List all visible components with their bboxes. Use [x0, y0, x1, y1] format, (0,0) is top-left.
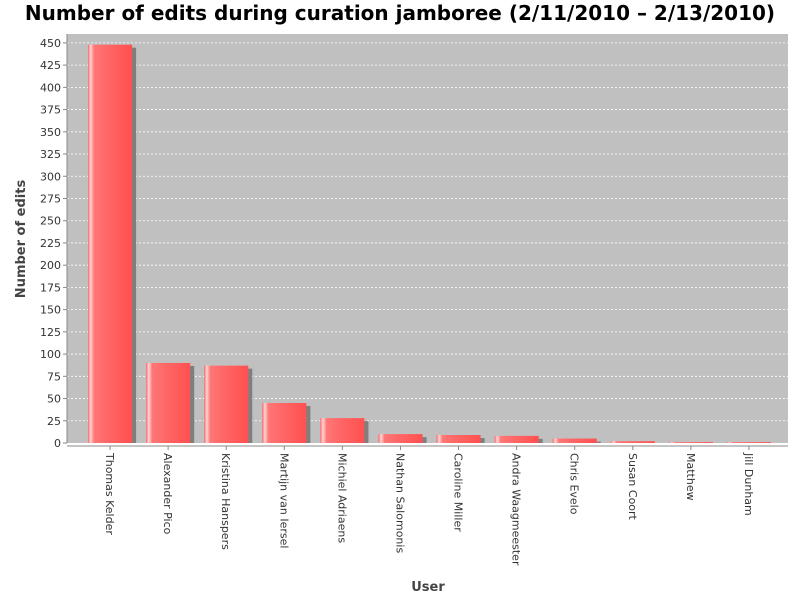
y-tick-label: 275 [40, 192, 61, 205]
x-tick-label: Nathan Salomonis [393, 453, 406, 553]
bar [378, 434, 423, 443]
bar [436, 434, 481, 443]
x-tick-labels: Thomas Kelder Alexander Pico Kristina Hans… [103, 452, 755, 566]
y-tick-label: 200 [40, 259, 61, 272]
y-tick-labels: 0 25 50 75 100 125 150 175 200 225 250 275 300 325 350… [40, 37, 61, 450]
axes [63, 34, 788, 450]
x-tick-label: Thomas Kelder [103, 452, 116, 535]
x-tick-label: Michiel Adriaens [335, 453, 348, 543]
y-tick-label: 375 [40, 104, 61, 117]
y-tick-label: 50 [47, 393, 61, 406]
bar [726, 442, 772, 443]
x-tick-label: Chris Evelo [568, 453, 581, 515]
y-axis-title: Number of edits [14, 180, 29, 299]
y-tick-label: 225 [40, 237, 61, 250]
x-tick-label: Martijn van Iersel [277, 453, 290, 548]
x-tick-label: Susan Coort [626, 453, 639, 521]
y-tick-label: 25 [47, 415, 61, 428]
y-tick-label: 100 [40, 348, 61, 361]
x-tick-label: Andra Waagmeester [510, 453, 523, 566]
bar [494, 435, 539, 443]
bar [552, 438, 597, 443]
y-tick-label: 250 [40, 215, 61, 228]
gridlines [67, 42, 788, 422]
y-tick-label: 300 [40, 170, 61, 183]
bar [668, 442, 713, 443]
chart-title: Number of edits during curation jamboree… [24, 1, 776, 25]
y-tick-label: 400 [40, 81, 61, 94]
y-tick-label: 75 [47, 370, 61, 383]
x-tick-label: Matthew [684, 453, 697, 501]
x-tick-label: Caroline Miller [452, 453, 465, 532]
y-tick-label: 350 [40, 126, 61, 139]
x-tick-label: Jill Dunham [742, 452, 755, 516]
bar [146, 362, 191, 443]
x-tick-label: Kristina Hanspers [219, 453, 232, 550]
y-tick-label: 175 [40, 281, 61, 294]
x-tick-label: Alexander Pico [161, 453, 174, 535]
y-tick-label: 150 [40, 304, 61, 317]
bar [320, 418, 365, 443]
y-tick-label: 425 [40, 59, 61, 72]
bar [610, 441, 655, 443]
bar [87, 44, 133, 444]
y-tick-label: 450 [40, 37, 61, 50]
y-tick-label: 125 [40, 326, 61, 339]
bars [87, 44, 772, 444]
bar [262, 402, 307, 443]
x-axis-title: User [411, 580, 445, 595]
y-tick-label: 325 [40, 148, 61, 161]
bar [204, 365, 249, 443]
y-tick-label: 0 [54, 437, 61, 450]
